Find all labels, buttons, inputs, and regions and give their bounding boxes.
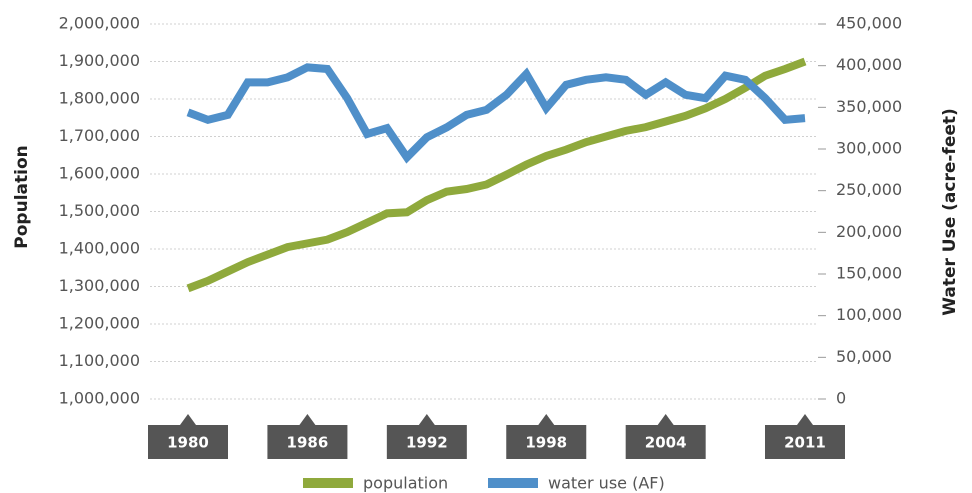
x-label-box [506, 425, 587, 459]
x-label-box [148, 425, 228, 459]
x-tick-marker [299, 414, 316, 425]
legend-label: population [363, 474, 448, 493]
y2-tick-label: 300,000 [836, 139, 902, 158]
y2-tick-label: 150,000 [836, 264, 902, 283]
y-tick-label: 1,300,000 [59, 276, 140, 295]
y2-axis-label: Water Use (acre-feet) [940, 108, 960, 316]
y-tick-label: 1,400,000 [59, 239, 140, 258]
x-tick-label: 1980 [167, 434, 209, 452]
y-tick-label: 1,800,000 [59, 89, 140, 108]
y-tick-label: 1,200,000 [59, 314, 140, 333]
x-tick-marker [180, 414, 196, 425]
y2-tick-label: 200,000 [836, 222, 902, 241]
x-label-box [765, 425, 845, 459]
x-tick-label: 1998 [525, 434, 567, 452]
y-tick-label: 1,000,000 [59, 389, 140, 408]
legend-swatch [488, 478, 538, 488]
y2-tick-label: 250,000 [836, 180, 902, 199]
x-tick-marker [657, 414, 674, 425]
y-tick-label: 1,900,000 [59, 51, 140, 70]
y-tick-label: 1,700,000 [59, 126, 140, 145]
x-label-box [625, 425, 706, 459]
legend-label: water use (AF) [548, 474, 665, 493]
x-tick-label: 2004 [645, 434, 687, 452]
y-tick-label: 1,100,000 [59, 351, 140, 370]
x-tick-marker [538, 414, 555, 425]
x-tick-label: 2011 [784, 434, 826, 452]
y2-tick-label: 400,000 [836, 55, 902, 74]
y-tick-label: 1,500,000 [59, 201, 140, 220]
y2-tick-label: 0 [836, 389, 846, 408]
x-tick-label: 1992 [406, 434, 448, 452]
y2-tick-label: 350,000 [836, 97, 902, 116]
y-tick-label: 2,000,000 [59, 14, 140, 33]
x-tick-marker [797, 414, 813, 425]
x-tick-label: 1986 [287, 434, 329, 452]
y2-tick-label: 100,000 [836, 305, 902, 324]
x-tick-marker [418, 414, 435, 425]
y-axis-label: Population [12, 145, 32, 248]
y2-tick-label: 50,000 [836, 347, 892, 366]
series-line [186, 57, 807, 293]
y-tick-label: 1,600,000 [59, 164, 140, 183]
x-label-box [386, 425, 467, 459]
legend-swatch [303, 478, 353, 488]
x-label-box [267, 425, 348, 459]
y2-tick-label: 450,000 [836, 14, 902, 33]
series-line [186, 63, 806, 164]
